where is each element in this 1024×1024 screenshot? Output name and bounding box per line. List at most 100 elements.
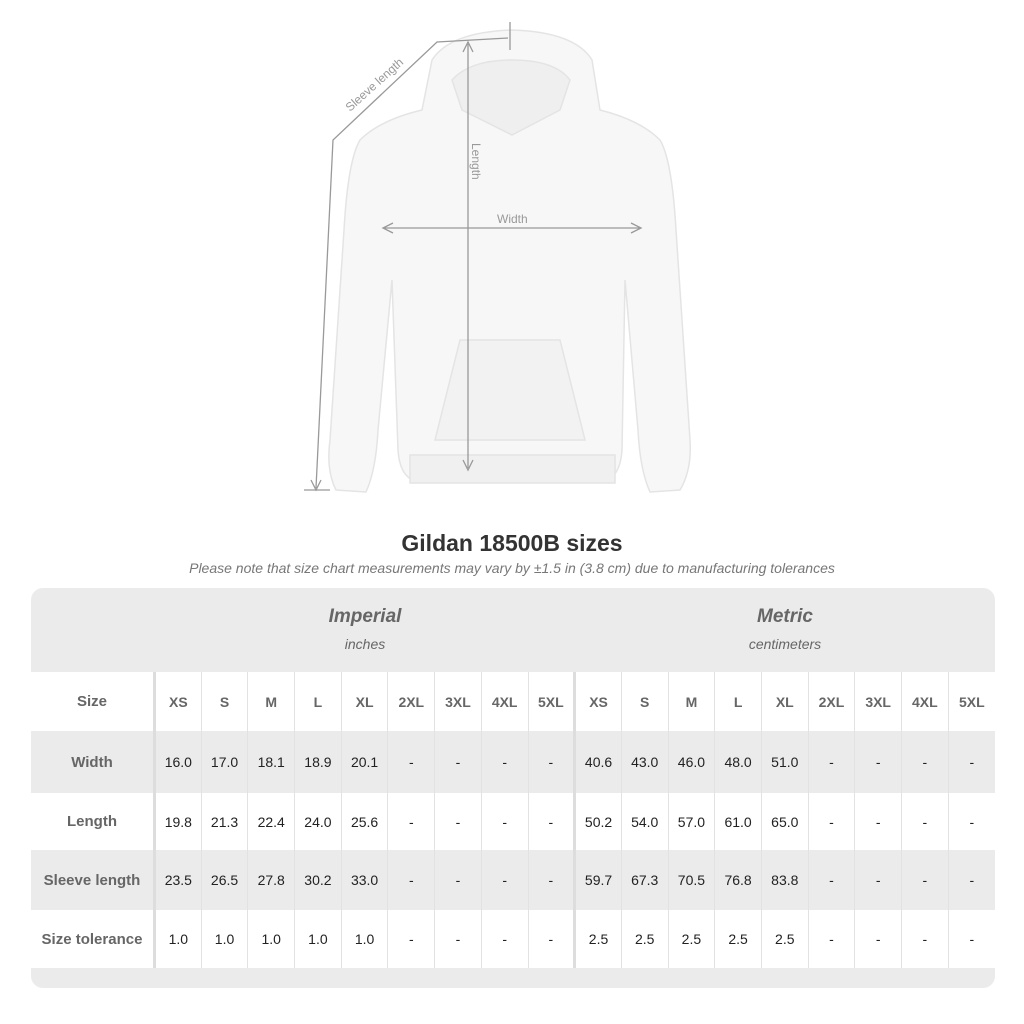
cell-metric: - (947, 731, 995, 793)
cell-metric: 83.8 (760, 850, 809, 910)
cell-imperial: 21.3 (200, 793, 248, 850)
cell-metric: - (947, 850, 995, 910)
cell-imperial: - (480, 731, 528, 793)
table-row: Width 16.0 17.0 18.1 18.9 20.1- - - -40.6 43.0 46.… (31, 731, 995, 793)
cell-imperial: - (434, 850, 482, 910)
cell-imperial: - (387, 731, 435, 793)
cell-metric: 43.0 (620, 731, 669, 793)
size-header-imperial: M (247, 672, 295, 731)
cell-imperial: 18.1 (247, 731, 295, 793)
size-header-imperial: 3XL (434, 672, 482, 731)
size-header-imperial: 2XL (387, 672, 435, 731)
size-header-imperial: S (200, 672, 248, 731)
cell-metric: - (807, 850, 855, 910)
imperial-unit: inches (344, 636, 386, 652)
cell-metric: 48.0 (714, 731, 762, 793)
size-header-metric: 5XL (947, 672, 995, 731)
imperial-heading: Imperial (328, 606, 402, 627)
table-row: Size tolerance 1.0 1.0 1.0 1.0 1.0- - - -2.5 2.5 2… (31, 910, 995, 968)
cell-imperial: - (527, 731, 575, 793)
row-label: Sleeve length (31, 850, 156, 910)
cell-metric: - (854, 731, 902, 793)
cell-metric: 2.5 (760, 910, 809, 968)
size-table: Size XS S M L XL 2XL 3XL 4XL 5XL XS S M L XL 2XL 3XL 4XL 5… (31, 672, 995, 968)
cell-metric: 40.6 (573, 731, 622, 793)
cell-imperial: 22.4 (247, 793, 295, 850)
cell-metric: 54.0 (620, 793, 669, 850)
cell-metric: - (854, 793, 902, 850)
cell-imperial: - (387, 793, 435, 850)
cell-imperial: 33.0 (340, 850, 388, 910)
cell-imperial: 27.8 (247, 850, 295, 910)
cell-imperial: 23.5 (154, 850, 202, 910)
cell-imperial: - (527, 910, 575, 968)
cell-metric: - (901, 850, 949, 910)
size-header-imperial: L (294, 672, 342, 731)
cell-imperial: 1.0 (154, 910, 202, 968)
size-header-imperial: XS (154, 672, 202, 731)
row-label: Size tolerance (31, 910, 156, 968)
cell-metric: 76.8 (714, 850, 762, 910)
cell-metric: - (901, 793, 949, 850)
size-header-metric: L (714, 672, 762, 731)
cell-metric: 46.0 (667, 731, 715, 793)
cell-imperial: 1.0 (294, 910, 342, 968)
chart-title: Gildan 18500B sizes (401, 530, 623, 556)
cell-metric: 70.5 (667, 850, 715, 910)
size-header-metric: M (667, 672, 715, 731)
size-header-imperial: 4XL (480, 672, 528, 731)
cell-imperial: 1.0 (200, 910, 248, 968)
cell-imperial: 18.9 (294, 731, 342, 793)
size-header-metric: S (620, 672, 669, 731)
cell-imperial: 1.0 (247, 910, 295, 968)
cell-metric: - (807, 910, 855, 968)
table-row: Length 19.8 21.3 22.4 24.0 25.6- - - -50.2 54.0 57… (31, 793, 995, 850)
cell-imperial: - (434, 793, 482, 850)
cell-metric: - (807, 793, 855, 850)
cell-imperial: 24.0 (294, 793, 342, 850)
cell-metric: - (854, 910, 902, 968)
size-header-metric: 2XL (807, 672, 855, 731)
cell-imperial: 26.5 (200, 850, 248, 910)
cell-metric: - (947, 910, 995, 968)
size-header-metric: XS (573, 672, 622, 731)
cell-imperial: 1.0 (340, 910, 388, 968)
size-header-metric: XL (760, 672, 809, 731)
cell-imperial: - (480, 850, 528, 910)
cell-imperial: 16.0 (154, 731, 202, 793)
measurement-lines (304, 22, 643, 492)
cell-metric: 50.2 (573, 793, 622, 850)
cell-imperial: - (527, 850, 575, 910)
hoodie-diagram: Sleeve length Length Width (304, 22, 692, 493)
cell-metric: 59.7 (573, 850, 622, 910)
hoodie-illustration (328, 29, 692, 493)
metric-heading: Metric (757, 606, 813, 627)
cell-metric: 67.3 (620, 850, 669, 910)
sleeve-length-label: Sleeve length (343, 55, 406, 114)
width-label: Width (497, 212, 528, 226)
size-label: Size (31, 672, 156, 731)
size-header-metric: 3XL (854, 672, 902, 731)
cell-imperial: - (434, 910, 482, 968)
cell-imperial: - (387, 910, 435, 968)
cell-imperial: 17.0 (200, 731, 248, 793)
cell-metric: - (901, 910, 949, 968)
length-label: Length (469, 143, 483, 180)
cell-imperial: 30.2 (294, 850, 342, 910)
cell-imperial: 20.1 (340, 731, 388, 793)
size-header-row: Size XS S M L XL 2XL 3XL 4XL 5XL XS S M L XL 2XL 3XL 4XL 5… (31, 672, 995, 731)
cell-metric: - (854, 850, 902, 910)
cell-imperial: - (480, 910, 528, 968)
cell-metric: - (901, 731, 949, 793)
cell-metric: 51.0 (760, 731, 809, 793)
tolerance-note: Please note that size chart measurements… (189, 560, 835, 576)
cell-metric: 2.5 (714, 910, 762, 968)
cell-imperial: - (434, 731, 482, 793)
cell-imperial: - (480, 793, 528, 850)
size-header-metric: 4XL (901, 672, 949, 731)
cell-metric: 65.0 (760, 793, 809, 850)
cell-metric: 2.5 (667, 910, 715, 968)
cell-imperial: - (387, 850, 435, 910)
table-row: Sleeve length 23.5 26.5 27.8 30.2 33.0- - - -59.… (31, 850, 995, 910)
cell-metric: 61.0 (714, 793, 762, 850)
